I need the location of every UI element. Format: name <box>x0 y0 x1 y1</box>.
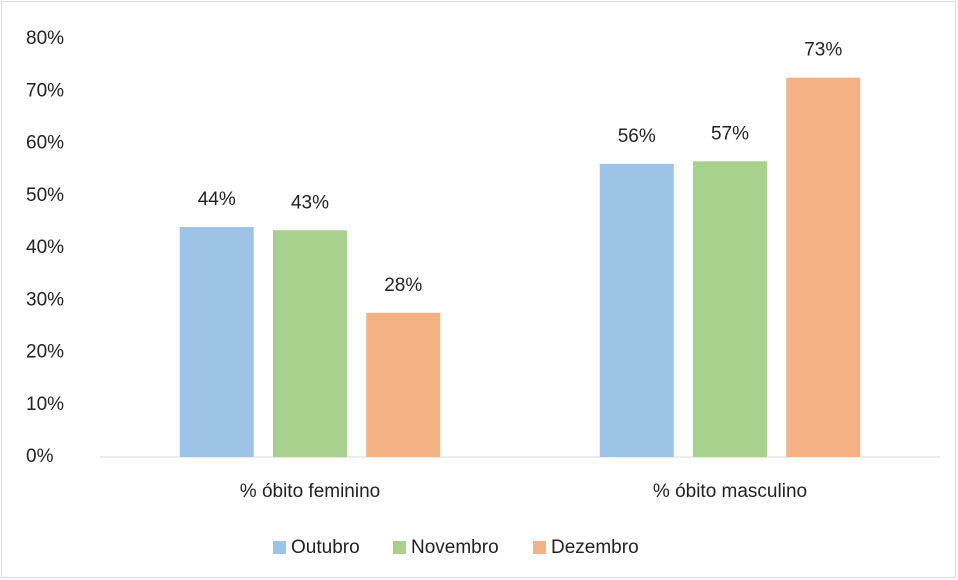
y-tick-label: 30% <box>26 289 64 310</box>
bar <box>273 230 347 457</box>
bar <box>599 163 674 457</box>
y-tick-label: 10% <box>26 394 64 415</box>
legend-swatch <box>393 541 406 554</box>
y-tick-label: 70% <box>26 80 64 101</box>
bar <box>786 77 861 457</box>
data-label: 43% <box>291 192 329 213</box>
data-label: 57% <box>711 123 749 144</box>
x-tick-label: % óbito masculino <box>653 481 807 502</box>
bar <box>693 161 767 457</box>
y-tick-label: 50% <box>26 185 64 206</box>
bar <box>366 312 441 457</box>
data-label: 44% <box>198 189 236 210</box>
data-label: 56% <box>618 126 656 147</box>
legend-label: Dezembro <box>551 537 639 558</box>
legend-label: Novembro <box>411 537 499 558</box>
x-tick-label: % óbito feminino <box>240 481 380 502</box>
y-tick-label: 80% <box>26 28 64 49</box>
legend-swatch <box>273 541 286 554</box>
y-tick-label: 60% <box>26 133 64 154</box>
legend-label: Outubro <box>291 537 360 558</box>
bar <box>179 227 254 457</box>
y-tick-label: 0% <box>26 446 54 467</box>
y-tick-label: 40% <box>26 237 64 258</box>
y-tick-label: 20% <box>26 342 64 363</box>
data-label: 28% <box>384 275 422 296</box>
data-label: 73% <box>804 40 842 61</box>
legend-swatch <box>533 541 546 554</box>
